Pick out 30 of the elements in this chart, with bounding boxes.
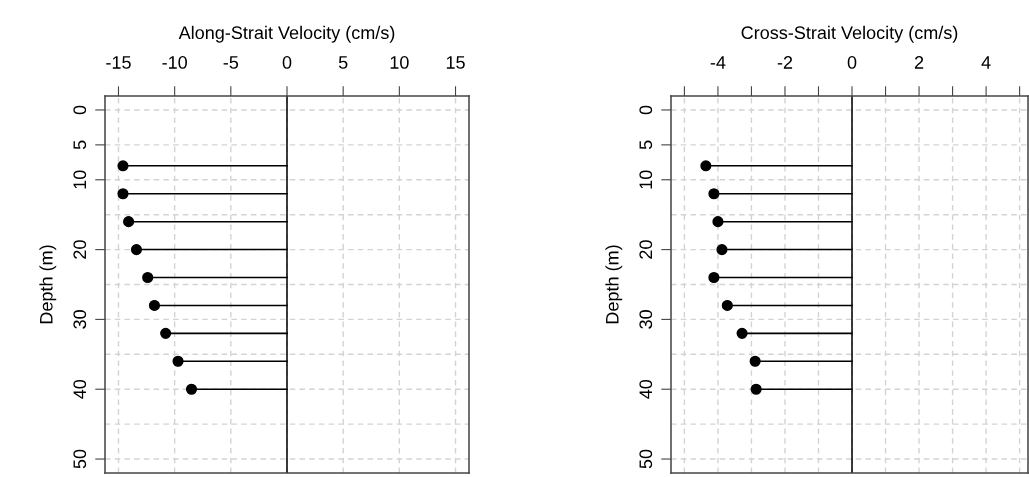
y-tick-label: 40 bbox=[73, 379, 87, 399]
y-axis-title: Depth (m) bbox=[39, 245, 57, 324]
x-tick-label: -15 bbox=[106, 56, 131, 69]
y-tick-label: 50 bbox=[73, 449, 87, 469]
y-tick-label: 30 bbox=[639, 310, 653, 329]
x-tick-label: -5 bbox=[223, 56, 239, 69]
x-tick-label: 0 bbox=[282, 56, 292, 69]
y-tick-label: 30 bbox=[73, 310, 87, 329]
y-tick-label: 10 bbox=[73, 170, 87, 189]
x-tick-label: 5 bbox=[338, 56, 348, 69]
x-axis-title: Along-Strait Velocity (cm/s) bbox=[178, 25, 395, 43]
x-tick-label: 10 bbox=[390, 56, 409, 69]
y-tick-label: 5 bbox=[73, 140, 87, 150]
y-tick-label: 0 bbox=[73, 105, 87, 115]
y-tick-label: 20 bbox=[73, 240, 87, 259]
x-tick-label: 2 bbox=[914, 56, 924, 69]
y-tick-label: 0 bbox=[639, 105, 653, 115]
x-axis-title: Cross-Strait Velocity (cm/s) bbox=[741, 25, 958, 43]
y-tick-label: 50 bbox=[639, 449, 653, 469]
x-tick-label: 0 bbox=[847, 56, 857, 69]
x-tick-label: -10 bbox=[162, 56, 187, 69]
x-tick-label: 15 bbox=[446, 56, 465, 69]
y-axis-title: Depth (m) bbox=[605, 245, 623, 324]
x-tick-label: 4 bbox=[981, 56, 991, 69]
y-tick-label: 20 bbox=[639, 240, 653, 259]
x-tick-label: -4 bbox=[710, 56, 726, 69]
y-tick-label: 40 bbox=[639, 379, 653, 399]
y-tick-label: 5 bbox=[639, 140, 653, 150]
y-tick-label: 10 bbox=[639, 170, 653, 189]
x-tick-label: -2 bbox=[777, 56, 793, 69]
